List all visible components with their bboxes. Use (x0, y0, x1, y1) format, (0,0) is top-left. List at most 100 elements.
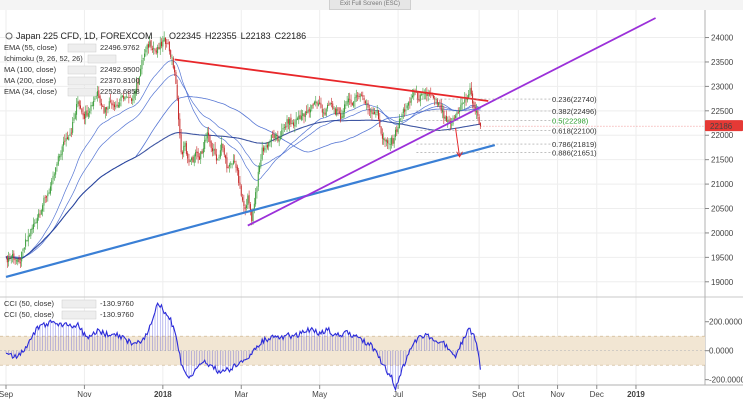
candle-body (410, 97, 412, 103)
indicator-label: EMA (34, close) (4, 87, 57, 96)
candle-body (411, 95, 413, 98)
candle-body (462, 102, 464, 104)
candle-body (276, 135, 278, 137)
candle-body (319, 102, 321, 105)
candle-body (217, 159, 219, 161)
indicator-row-ma100[interactable]: MA (100, close) 22492.9500 (4, 65, 140, 75)
indicator-controls[interactable] (67, 87, 97, 97)
candle-body (447, 120, 449, 123)
candle-body (158, 47, 160, 50)
symbol-header[interactable]: Japan 225 CFD, 1D, FOREXCOM O22345 H22355… (5, 31, 306, 41)
candle-body (393, 138, 395, 144)
cci-legend-row-2[interactable]: CCI (50, close) -130.9760 (4, 310, 134, 320)
candle-body (406, 105, 408, 109)
candle-body (49, 186, 51, 194)
candle-body (396, 129, 398, 132)
indicator-label: EMA (55, close) (4, 43, 57, 52)
candle-body (52, 175, 54, 180)
time-tick-label: 2019 (627, 390, 645, 399)
candle-body (381, 134, 383, 139)
fib-retracement[interactable]: 0.236(22740) 0.382(22496)0.5(22298)0.618(… (416, 95, 597, 157)
indicator-controls[interactable] (61, 310, 97, 320)
candle-body (153, 48, 155, 50)
candle-body (179, 118, 181, 135)
candle-body (221, 143, 223, 151)
candle-body (358, 96, 360, 97)
time-axis[interactable]: Sep Nov 2018 Mar May Jul Sep Oct Nov Dec 2019 (0, 385, 645, 399)
candle-body (36, 217, 38, 224)
cci-legend-row-1[interactable]: CCI (50, close) -130.9760 (4, 299, 134, 309)
candle-body (255, 192, 257, 205)
candle-body (368, 109, 370, 111)
moving-average-lines (5, 60, 481, 261)
ohlc-o-value: 22345 (176, 31, 201, 41)
trendlines[interactable] (5, 17, 656, 278)
candle-body (400, 118, 402, 120)
candle-body (53, 174, 55, 176)
time-tick-label: Dec (590, 390, 604, 399)
indicator-controls[interactable] (67, 76, 97, 86)
candle-body (74, 113, 76, 119)
candle-body (300, 115, 302, 120)
candle-body (40, 210, 42, 215)
indicator-controls[interactable] (87, 54, 117, 64)
candle-body (23, 247, 25, 250)
candle-body (421, 94, 423, 95)
indicator-label: Ichimoku (9, 26, 52, 26) (4, 54, 83, 63)
candle-body (235, 163, 237, 168)
candle-body (102, 106, 104, 107)
candle-body (477, 110, 479, 116)
candle-body (138, 77, 140, 85)
candle-body (146, 44, 148, 50)
candle-body (434, 98, 436, 100)
candle-body (417, 92, 419, 100)
indicator-row-ema34[interactable]: EMA (34, close) 22528.6858 (4, 87, 140, 97)
price-axis[interactable]: 19000 19500 20000 20500 21000 21500 22000 22500… (705, 34, 734, 287)
candle-body (66, 137, 68, 140)
candle-body (31, 227, 33, 230)
candle-body (18, 257, 20, 263)
candle-body (302, 113, 304, 116)
candle-body (154, 48, 156, 51)
candle-body (357, 95, 359, 97)
candle-body (387, 140, 389, 144)
candle-body (232, 160, 234, 164)
indicator-row-ema55[interactable]: EMA (55, close) 22496.9762 (4, 43, 140, 53)
candle-body (55, 167, 57, 175)
fib-level-label: 0.5(22298) (552, 117, 589, 126)
candle-body (117, 105, 119, 107)
indicator-controls[interactable] (67, 43, 97, 53)
candle-body (440, 104, 442, 112)
candle-body (380, 126, 382, 134)
candle-body (106, 107, 108, 110)
fib-level-label: 0.886(21651) (552, 148, 597, 157)
indicator-row-ma200[interactable]: MA (200, close) 22370.8100 (4, 76, 140, 86)
candle-body (129, 97, 131, 98)
candle-body (133, 92, 135, 99)
candle-body (32, 223, 34, 230)
candle-body (103, 106, 105, 114)
indicator-controls[interactable] (67, 65, 97, 75)
indicator-controls[interactable] (61, 299, 97, 309)
symbol-icon (5, 32, 13, 40)
candle-body (419, 95, 421, 101)
candle-body (391, 137, 393, 145)
candle-body (172, 58, 174, 68)
rising-trendline (247, 17, 656, 227)
time-tick-label: Nov (77, 390, 91, 399)
candle-body (85, 111, 87, 119)
price-chart[interactable]: 0.236(22740) 0.382(22496)0.5(22298)0.618(… (0, 10, 743, 408)
candle-body (47, 193, 49, 197)
exit-fullscreen-button[interactable]: Exit Full Screen (ESC) (329, 0, 411, 10)
candle-body (197, 151, 199, 158)
indicator-row-ichimoku[interactable]: Ichimoku (9, 26, 52, 26) (4, 54, 117, 64)
candle-body (145, 49, 147, 53)
candle-body (272, 133, 274, 135)
candle-body (13, 253, 15, 260)
candle-body (222, 143, 224, 148)
candle-body (155, 50, 157, 53)
candle-body (141, 59, 143, 70)
candle-body (162, 40, 164, 47)
candle-body (479, 122, 481, 127)
cci-value: -130.9760 (100, 299, 134, 308)
